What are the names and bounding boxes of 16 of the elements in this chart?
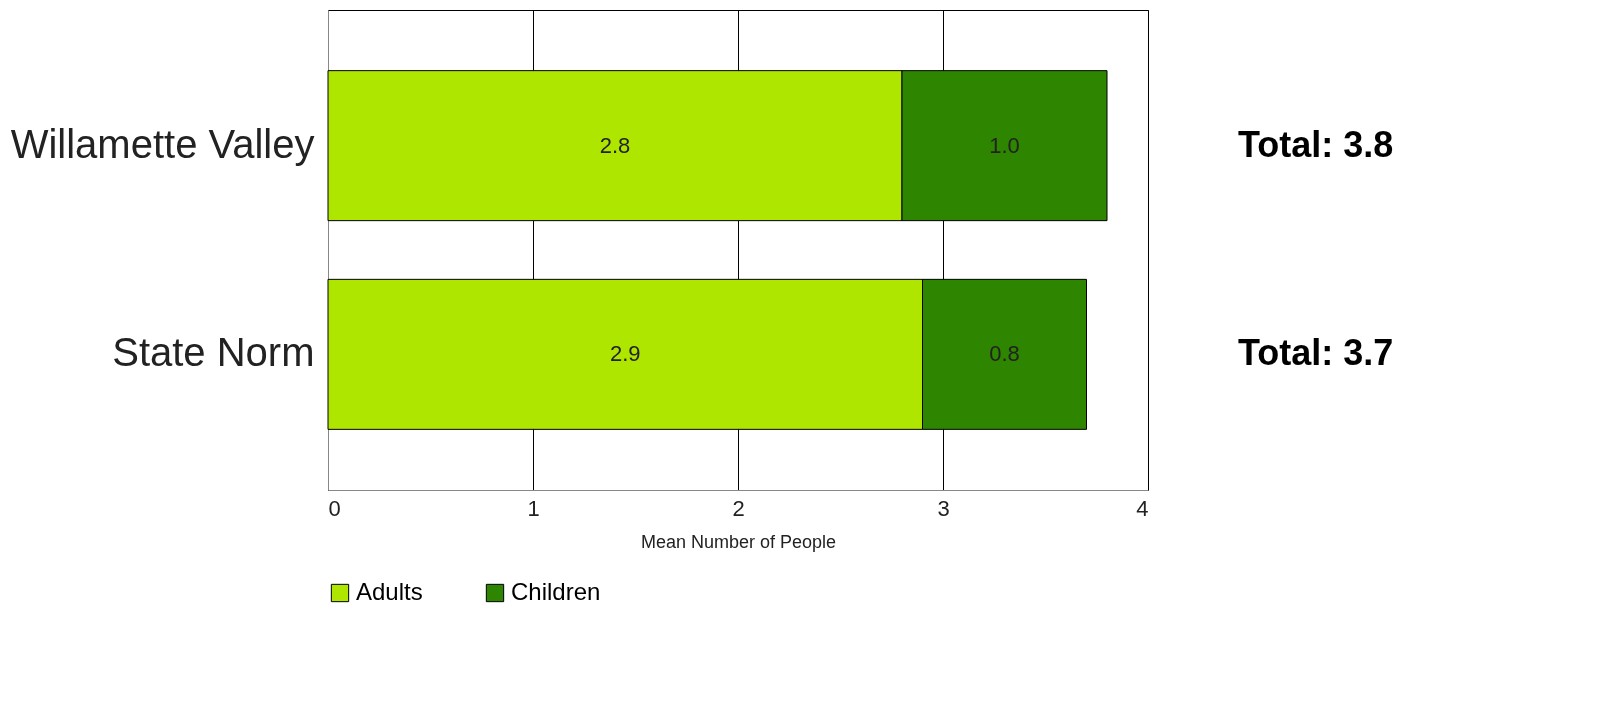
data-label: 0.8 [989,341,1020,367]
x-tick-label: 3 [937,495,950,521]
x-tick-label: 0 [328,495,341,521]
legend-label: Adults [356,578,423,605]
data-label: 2.9 [609,341,641,367]
text: Total: 3.7 [1238,332,1394,374]
data-label: 1.0 [989,132,1020,158]
x-tick-label: 2 [732,495,745,521]
x-axis-title: Mean Number of People [640,531,837,552]
data-label: 2.8 [599,132,631,158]
legend-label: Children [511,578,601,605]
x-tick-label: 4 [1136,495,1149,521]
x-tick-label: 1 [527,495,540,521]
text: Total: 3.8 [1238,123,1394,165]
y-tick-label: State Norm [112,330,315,375]
y-tick-label: Willamette Valley [10,121,315,166]
